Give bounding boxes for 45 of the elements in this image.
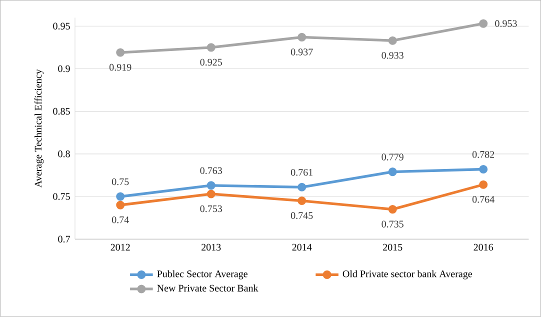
data-label: 0.761 — [290, 169, 313, 176]
y-tick-label: 0.75 — [53, 193, 70, 200]
point — [388, 205, 397, 214]
point — [298, 182, 306, 192]
data-label: 0.925 — [200, 58, 222, 66]
point — [388, 36, 397, 45]
data-label: 0.735 — [382, 220, 404, 228]
data-label: 0.75 — [112, 178, 129, 186]
point — [206, 190, 216, 198]
data-label: 0.782 — [472, 151, 494, 158]
x-tick-label: 2013 — [202, 244, 221, 251]
legend-label: Old Private sector bank Average — [342, 270, 472, 280]
point — [206, 181, 216, 190]
data-label: 0.919 — [109, 64, 132, 71]
y-axis-title: Average Technical Efficiency — [34, 69, 44, 188]
y-tick-label: 0.8 — [58, 150, 70, 158]
data-label: 0.753 — [200, 205, 222, 212]
point — [116, 48, 125, 57]
point — [479, 165, 488, 174]
point — [206, 43, 216, 52]
y-tick-label: 0.9 — [58, 65, 70, 72]
y-tick-label: 0.7 — [58, 236, 70, 243]
point — [298, 33, 306, 42]
point — [479, 180, 488, 189]
point — [298, 196, 306, 206]
point — [479, 19, 488, 28]
legend-label: New Private Sector Bank — [157, 284, 258, 292]
point — [116, 192, 125, 201]
legend-label: Publec Sector Average — [157, 270, 248, 280]
x-tick-label: 2012 — [110, 244, 130, 251]
data-label: 0.745 — [290, 212, 313, 220]
x-tick-label: 2014 — [292, 244, 312, 251]
data-label: 0.763 — [200, 167, 222, 174]
data-label: 0.764 — [472, 196, 494, 203]
data-label: 0.937 — [290, 48, 313, 56]
x-tick-label: 2015 — [383, 244, 402, 251]
data-label: 0.953 — [495, 20, 517, 28]
data-label: 0.779 — [382, 154, 404, 161]
x-tick-label: 2016 — [474, 244, 494, 251]
point — [388, 168, 397, 176]
y-tick-label: 0.95 — [53, 22, 70, 30]
point — [116, 200, 125, 210]
data-label: 0.74 — [112, 216, 129, 224]
y-tick-label: 0.85 — [53, 108, 70, 115]
data-label: 0.933 — [382, 52, 404, 59]
